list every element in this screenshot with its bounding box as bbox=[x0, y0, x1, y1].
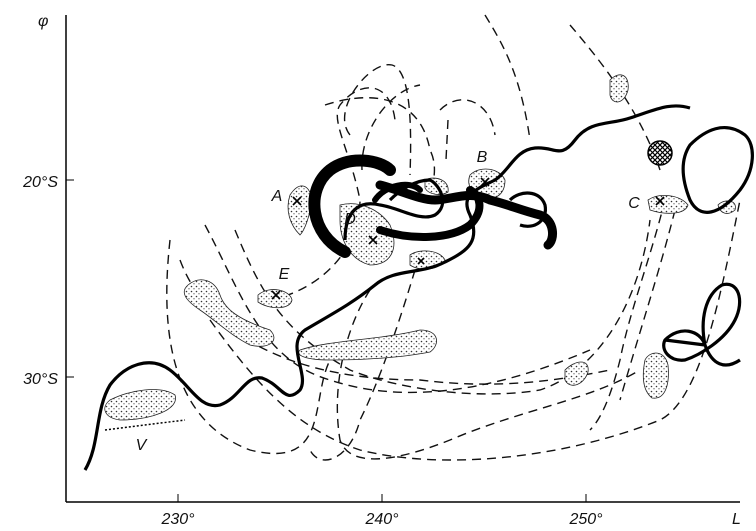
region-label: E bbox=[279, 266, 290, 283]
y-tick-label: 20°S bbox=[22, 174, 58, 191]
region-label: C bbox=[628, 195, 640, 212]
figure: φ L 20°S 30°S 230° 240° 250° bbox=[0, 0, 756, 531]
x-tick-label: 230° bbox=[160, 511, 195, 528]
y-axis-label: φ bbox=[38, 13, 48, 30]
x-axis-label: L bbox=[732, 511, 741, 528]
region-label: B bbox=[477, 149, 488, 166]
region-label: A bbox=[271, 188, 283, 205]
y-tick-label: 30°S bbox=[23, 371, 58, 388]
x-tick-label: 240° bbox=[364, 511, 399, 528]
region-label: V bbox=[136, 437, 148, 454]
axes: φ L 20°S 30°S 230° 240° 250° bbox=[22, 13, 741, 528]
region-label: D bbox=[344, 211, 356, 228]
zigzag-feature bbox=[105, 420, 185, 430]
x-tick-label: 250° bbox=[568, 511, 603, 528]
sunspot bbox=[648, 141, 672, 165]
